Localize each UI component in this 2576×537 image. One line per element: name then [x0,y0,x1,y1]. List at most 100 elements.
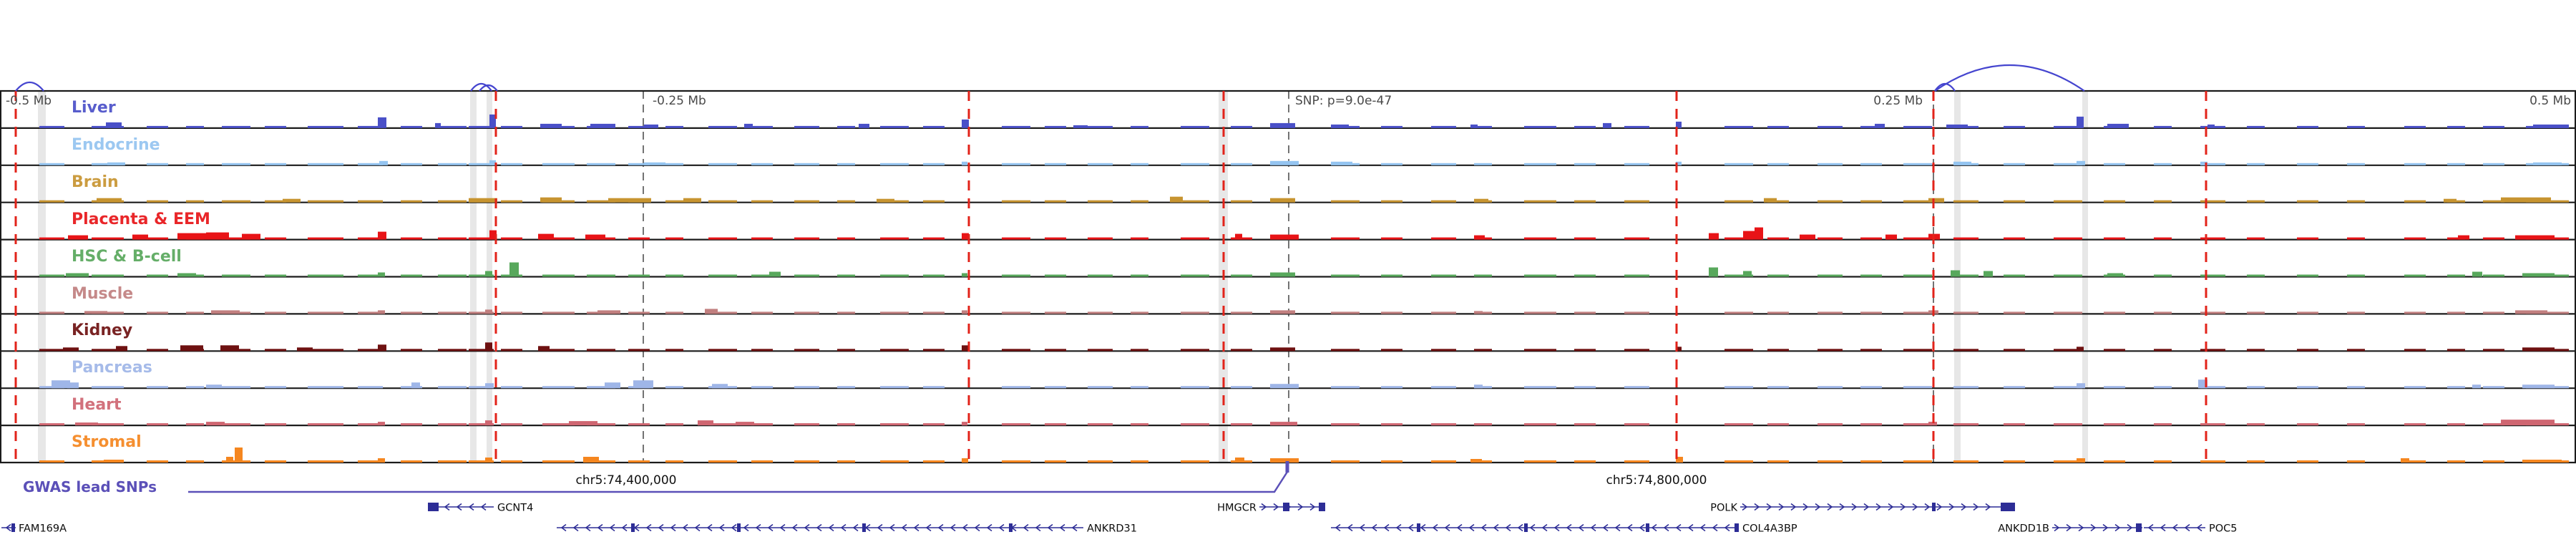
signal-baseline [1088,200,1113,203]
signal-baseline [1724,311,1753,314]
signal-baseline [2404,125,2426,128]
strand-arrowhead [1335,523,1341,532]
signal-baseline [708,349,737,352]
signal-peak [2207,124,2215,128]
signal-baseline [542,311,575,314]
signal-baseline [1381,200,1402,203]
signal-peak [378,458,385,463]
signal-baseline [1381,163,1402,165]
signal-liver [39,114,2569,128]
signal-baseline [1953,349,1979,352]
strand-arrowhead [560,523,567,532]
signal-baseline [665,237,683,240]
interaction-arc [479,84,498,92]
signal-baseline [794,386,819,389]
signal-baseline [628,311,650,314]
signal-peak [206,422,225,426]
signal-endocrine [39,160,2569,165]
strand-arrowhead [718,523,725,532]
signal-baseline [2104,311,2125,314]
signal-baseline [1624,125,1649,128]
strand-arrowhead [1578,523,1584,532]
signal-baseline [2404,163,2426,165]
signal-baseline [438,237,467,240]
strand-arrowhead [572,523,579,532]
signal-baseline [2154,200,2172,203]
signal-peak [1928,198,1944,203]
signal-peak [242,233,260,240]
signal-baseline [438,423,467,426]
signal-baseline [1331,349,1360,352]
signal-baseline [1767,237,1789,240]
signal-baseline [147,460,168,463]
gene-exon [862,523,866,532]
signal-baseline [2447,163,2465,165]
signal-baseline [1624,163,1649,165]
gene-label: COL4A3BP [1742,523,1797,535]
strand-arrowhead [1261,503,1267,511]
gene-label: ANKDD1B [1998,523,2049,535]
signal-baseline [2297,237,2318,240]
signal-peak [469,198,497,203]
signal-baseline [39,163,64,165]
signal-baseline [2104,423,2125,426]
signal-baseline [1088,460,1113,463]
track-label-muscle: Muscle [72,284,134,303]
interaction-arc [15,81,44,92]
signal-baseline [2297,200,2318,203]
signal-baseline [2104,200,2125,203]
signal-baseline [587,274,615,277]
signal-baseline [665,274,683,277]
signal-baseline [2054,200,2082,203]
signal-baseline [794,237,819,240]
signal-peak [962,422,967,426]
signal-baseline [1431,237,1456,240]
signal-baseline [1524,423,1556,426]
signal-baseline [1953,311,1979,314]
signal-baseline [880,125,909,128]
signal-peak [540,123,562,128]
signal-baseline [2347,200,2365,203]
signal-peak [104,460,124,463]
signal-baseline [1724,386,1753,389]
signal-baseline [2154,274,2172,277]
strand-arrowhead [1566,523,1572,532]
signal-baseline [708,311,737,314]
signal-peak [633,380,653,389]
signal-baseline [1088,163,1113,165]
signal-baseline [2104,460,2125,463]
signal-baseline [794,423,819,426]
strand-arrowhead [1383,523,1390,532]
track-label-hsc-b-cell: HSC & B-cell [72,247,182,266]
signal-baseline [1045,349,1066,352]
signal-peak [66,273,89,277]
signal-peak [378,422,385,426]
signal-baseline [1724,163,1753,165]
signal-baseline [628,423,650,426]
strand-arrowhead [1407,523,1414,532]
signal-baseline [1474,311,1492,314]
strand-arrowhead [962,523,968,532]
signal-peak [378,117,386,128]
signal-peak [485,309,492,314]
signal-baseline [39,311,64,314]
signal-baseline [1381,125,1402,128]
gene-exon [1009,523,1013,532]
strand-arrowhead [1863,503,1870,511]
signal-baseline [1767,460,1789,463]
signal-peak [705,309,718,314]
signal-baseline [147,386,168,389]
signal-peak [107,162,125,165]
signal-baseline [1002,163,1030,165]
signal-baseline [1431,460,1456,463]
signal-peak [1270,422,1297,426]
signal-peak [712,384,728,389]
strand-arrowhead [2066,523,2072,532]
signal-baseline [708,163,737,165]
signal-baseline [401,349,422,352]
signal-baseline [2247,460,2265,463]
strand-arrowhead [1047,523,1053,532]
signal-baseline [1953,386,1979,389]
signal-peak [683,198,701,203]
signal-baseline [92,274,124,277]
